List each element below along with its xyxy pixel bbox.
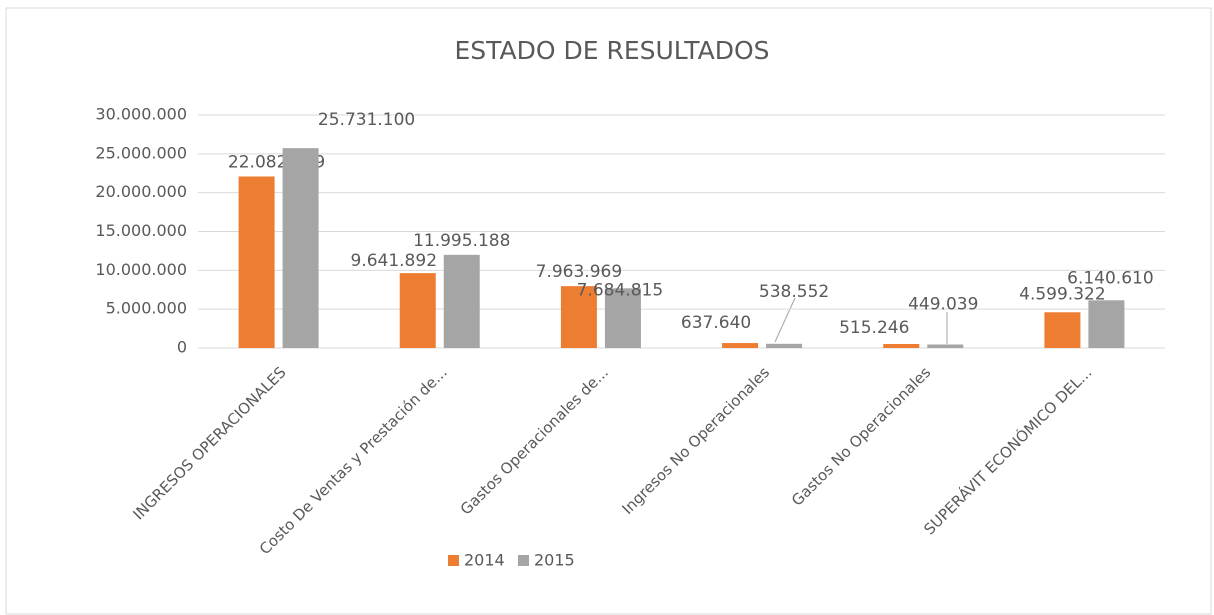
data-label: 637.640	[681, 313, 751, 333]
y-tick-label: 10.000.000	[95, 260, 187, 279]
data-label: 11.995.188	[413, 231, 510, 251]
bar	[560, 286, 597, 348]
y-tick-label: 30.000.000	[95, 105, 187, 124]
bar	[604, 288, 641, 348]
bar	[1044, 312, 1081, 348]
legend-label: 2015	[534, 551, 575, 570]
bar	[722, 343, 759, 348]
y-tick-label: 0	[177, 338, 187, 357]
y-tick-label: 5.000.000	[106, 299, 187, 318]
data-label: 7.684.815	[577, 280, 664, 300]
data-label: 9.641.892	[350, 251, 437, 271]
data-label: 4.599.322	[1019, 284, 1106, 304]
data-label: 6.140.610	[1067, 268, 1154, 288]
leader-line	[774, 297, 796, 343]
bar	[1088, 300, 1125, 348]
y-tick-label: 25.000.000	[95, 143, 187, 162]
bar	[927, 344, 964, 348]
bar	[883, 343, 920, 348]
bar	[443, 254, 480, 348]
data-label: 449.039	[908, 295, 978, 315]
chart-title: ESTADO DE RESULTADOS	[454, 36, 769, 65]
data-label: 7.963.969	[536, 262, 623, 282]
data-label: 538.552	[759, 282, 829, 302]
bar	[282, 148, 319, 348]
y-tick-label: 20.000.000	[95, 182, 187, 201]
bar	[766, 343, 803, 348]
bar	[238, 176, 275, 348]
legend-swatch	[448, 555, 459, 566]
bar	[399, 273, 436, 348]
legend-swatch	[518, 555, 529, 566]
legend-label: 2014	[464, 551, 505, 570]
data-label: 25.731.100	[318, 110, 415, 130]
y-tick-label: 15.000.000	[95, 221, 187, 240]
data-label: 515.246	[839, 318, 909, 338]
